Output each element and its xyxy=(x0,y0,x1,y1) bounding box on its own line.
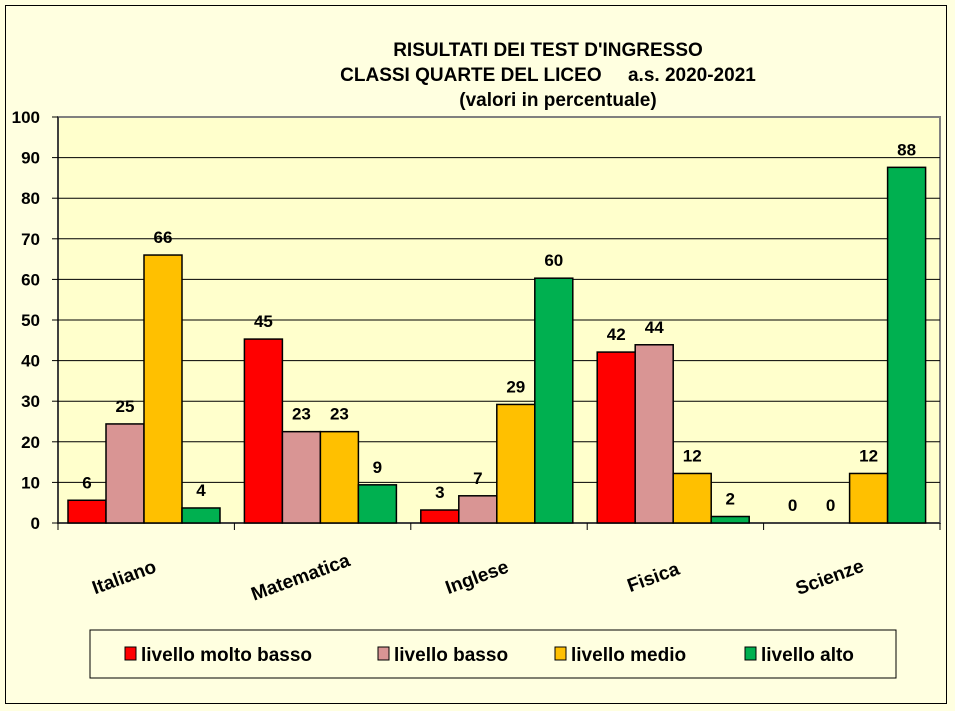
y-tick-label: 70 xyxy=(21,230,40,249)
data-label: 23 xyxy=(330,405,349,424)
y-tick-label: 100 xyxy=(12,108,40,127)
legend-swatch xyxy=(554,646,567,661)
bar xyxy=(496,403,536,524)
chart-title-line-1: RISULTATI DEI TEST D'INGRESSO xyxy=(393,40,703,61)
data-label: 88 xyxy=(897,140,916,159)
bar xyxy=(181,507,221,524)
legend-box xyxy=(89,629,897,679)
x-category-label: Matematica xyxy=(248,550,353,605)
data-label: 9 xyxy=(373,458,382,477)
y-tick-label: 30 xyxy=(21,392,40,411)
y-tick-label: 80 xyxy=(21,189,40,208)
legend-label: livello medio xyxy=(571,645,686,666)
bar xyxy=(596,351,636,524)
bar xyxy=(710,515,750,524)
bar xyxy=(672,472,712,524)
bar xyxy=(534,277,574,524)
data-label: 12 xyxy=(683,446,702,465)
bar xyxy=(848,472,889,524)
y-tick-label: 90 xyxy=(21,149,40,168)
bar xyxy=(420,509,460,524)
data-label: 45 xyxy=(254,312,273,331)
data-label: 60 xyxy=(544,251,563,270)
x-category-label: Inglese xyxy=(443,557,512,599)
data-label: 23 xyxy=(292,405,311,424)
legend-swatch xyxy=(124,646,137,661)
x-category-label: Scienze xyxy=(793,556,867,600)
data-label: 6 xyxy=(82,473,91,492)
data-label: 4 xyxy=(196,481,206,500)
bar xyxy=(243,338,284,524)
data-label: 7 xyxy=(473,469,482,488)
bar xyxy=(634,344,674,524)
bar xyxy=(319,430,360,524)
data-label: 0 xyxy=(788,496,797,515)
data-label: 12 xyxy=(859,446,878,465)
y-tick-label: 0 xyxy=(31,514,40,533)
bar xyxy=(67,499,107,524)
legend-label: livello alto xyxy=(761,645,854,666)
y-tick-label: 40 xyxy=(21,352,40,371)
legend-swatch xyxy=(744,646,757,661)
x-category-label: Italiano xyxy=(89,557,159,599)
legend-swatch xyxy=(377,646,390,661)
y-tick-label: 50 xyxy=(21,311,40,330)
chart-title-line-2: CLASSI QUARTE DEL LICEO a.s. 2020-2021 xyxy=(340,65,756,86)
data-label: 25 xyxy=(116,397,135,416)
bar xyxy=(357,484,398,524)
legend-label: livello basso xyxy=(394,645,508,666)
bar xyxy=(886,166,927,524)
data-label: 3 xyxy=(435,483,444,502)
y-tick-label: 60 xyxy=(21,270,40,289)
legend-label: livello molto basso xyxy=(141,645,312,666)
bar xyxy=(105,423,145,524)
bar xyxy=(143,254,183,524)
data-label: 42 xyxy=(607,325,626,344)
data-label: 66 xyxy=(154,228,173,247)
data-label: 29 xyxy=(506,377,525,396)
bar xyxy=(281,430,322,524)
bar xyxy=(458,495,498,524)
chart-title-line-3: (valori in percentuale) xyxy=(459,90,656,111)
data-label: 2 xyxy=(725,490,734,509)
y-tick-label: 10 xyxy=(21,473,40,492)
data-label: 44 xyxy=(645,318,664,337)
x-category-label: Fisica xyxy=(625,559,683,597)
y-tick-label: 20 xyxy=(21,433,40,452)
data-label: 0 xyxy=(826,496,835,515)
